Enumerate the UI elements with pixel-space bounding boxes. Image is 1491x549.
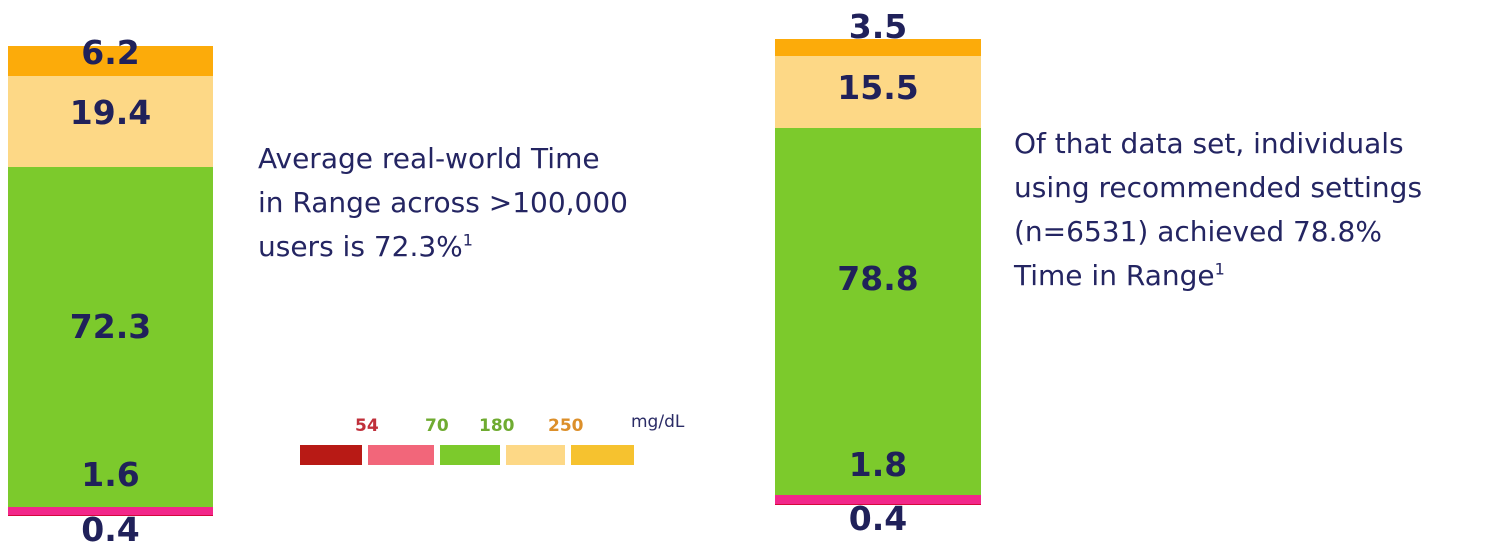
data-label-very-high: 3.5 (848, 7, 908, 46)
data-label-very-low: 0.4 (81, 510, 140, 549)
data-label-high: 15.5 (837, 68, 919, 107)
legend-swatch-very-low (300, 445, 362, 465)
data-label-very-low: 0.4 (848, 499, 908, 538)
caption-left-line-2: in Range across >100,000 (258, 186, 628, 219)
caption-right: Of that data set, individuals using reco… (1014, 122, 1484, 298)
legend-threshold-250: 250 (548, 416, 584, 436)
bar-segment-very-low (8, 514, 213, 517)
caption-left-line-1: Average real-world Time (258, 142, 600, 175)
legend-swatch-in-range (440, 445, 500, 465)
caption-right-line-4: Time in Range1 (1014, 254, 1484, 298)
legend-unit: mg/dL (631, 412, 685, 432)
legend-threshold-54: 54 (355, 416, 379, 436)
data-label-very-high: 6.2 (81, 33, 140, 72)
footnote-marker: 1 (1214, 259, 1225, 279)
data-label-in-range: 72.3 (69, 307, 152, 346)
legend-threshold-180: 180 (479, 416, 515, 436)
legend-swatch-very-high (571, 445, 634, 465)
bar-segment-low (775, 494, 981, 504)
bar-segment-very-high (775, 39, 981, 56)
glucose-range-legend: 54 70 180 250 mg/dL (300, 412, 700, 472)
caption-left-line-3-text: users is 72.3% (258, 230, 463, 263)
legend-swatch-low (368, 445, 434, 465)
bar-segment-low (8, 506, 213, 515)
legend-threshold-70: 70 (425, 416, 449, 436)
caption-right-line-1: Of that data set, individuals (1014, 127, 1404, 160)
caption-right-line-2: using recommended settings (1014, 171, 1423, 204)
caption-left-line-3: users is 72.3%1 (258, 225, 698, 269)
bar-segment-very-high (8, 46, 213, 76)
caption-right-line-4-text: Time in Range (1014, 259, 1215, 292)
bar-segment-very-low (775, 503, 981, 506)
data-label-high: 19.4 (69, 93, 152, 132)
footnote-marker: 1 (462, 230, 473, 250)
data-label-low: 1.8 (848, 445, 908, 484)
bar-segment-in-range (8, 166, 213, 508)
data-label-low: 1.6 (81, 455, 140, 494)
legend-swatch-high (506, 445, 565, 465)
caption-left: Average real-world Time in Range across … (258, 137, 698, 269)
data-label-in-range: 78.8 (837, 259, 919, 298)
bar-segment-high (775, 55, 981, 129)
bar-segment-high (8, 75, 213, 167)
bar-segment-in-range (775, 127, 981, 496)
caption-right-line-3: (n=6531) achieved 78.8% (1014, 215, 1382, 248)
